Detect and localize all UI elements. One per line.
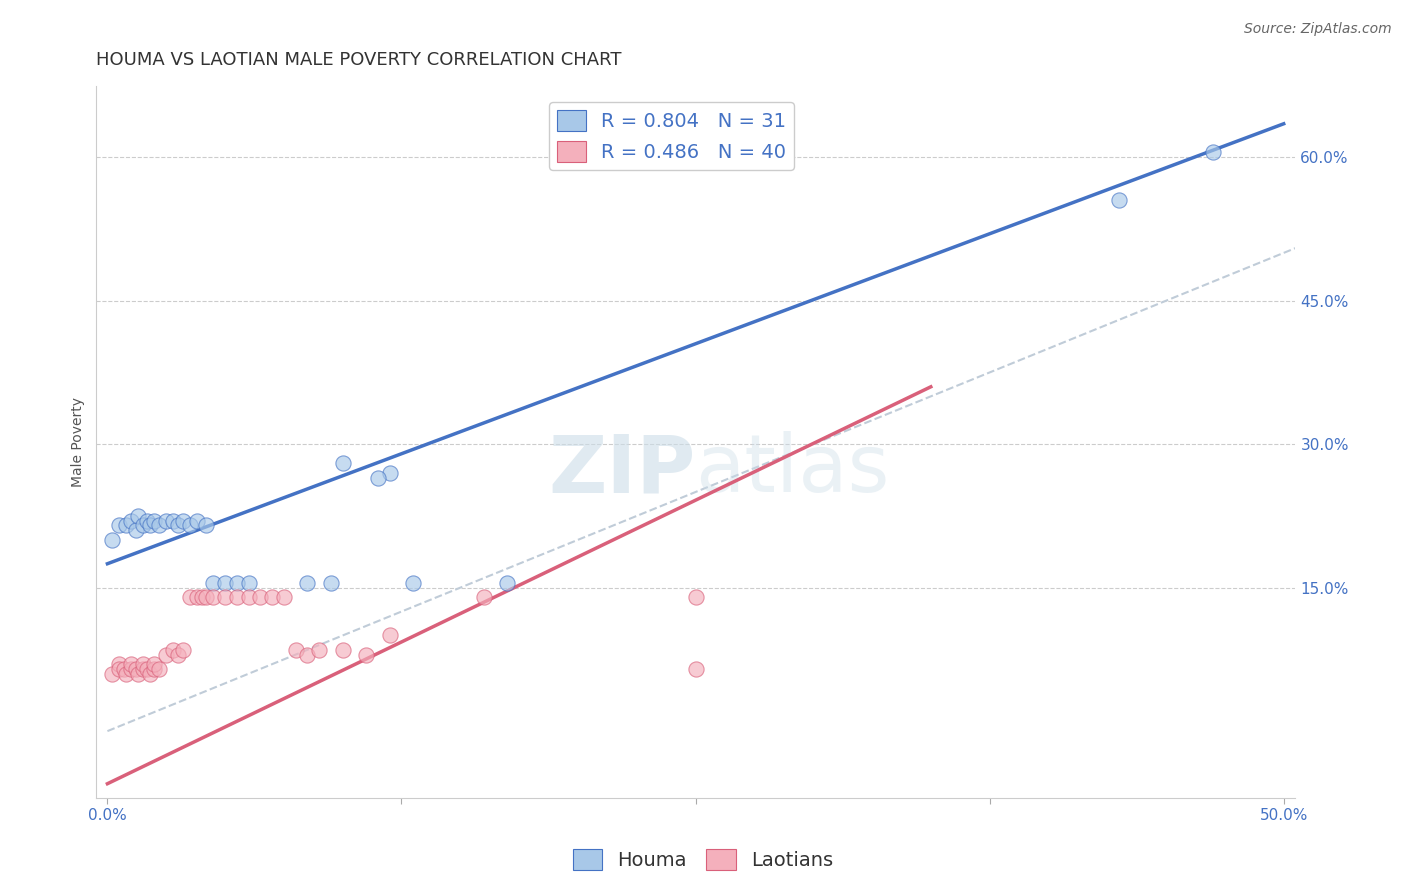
Point — [225, 575, 247, 590]
Point — [136, 662, 159, 676]
Point — [143, 514, 166, 528]
Point — [127, 508, 149, 523]
Point — [155, 514, 177, 528]
Point — [162, 514, 184, 528]
Point — [1202, 145, 1225, 160]
Text: ZIP: ZIP — [548, 432, 696, 509]
Point — [155, 648, 177, 662]
Point — [685, 591, 707, 605]
Point — [186, 514, 208, 528]
Point — [202, 575, 225, 590]
Point — [139, 666, 162, 681]
Point — [202, 591, 225, 605]
Point — [273, 591, 295, 605]
Point — [496, 575, 519, 590]
Point — [120, 514, 142, 528]
Point — [179, 518, 201, 533]
Point — [179, 591, 201, 605]
Point — [214, 575, 236, 590]
Point — [101, 533, 124, 547]
Point — [108, 657, 131, 672]
Point — [172, 642, 194, 657]
Point — [214, 591, 236, 605]
Point — [124, 662, 146, 676]
Point — [378, 466, 401, 480]
Point — [115, 666, 138, 681]
Point — [112, 662, 135, 676]
Point — [162, 642, 184, 657]
Point — [167, 648, 190, 662]
Point — [143, 662, 166, 676]
Point — [297, 648, 319, 662]
Y-axis label: Male Poverty: Male Poverty — [72, 397, 86, 487]
Legend: Houma, Laotians: Houma, Laotians — [565, 841, 841, 878]
Point — [131, 518, 153, 533]
Point — [195, 518, 218, 533]
Point — [108, 518, 131, 533]
Point — [354, 648, 377, 662]
Point — [101, 666, 124, 681]
Point — [402, 575, 425, 590]
Text: Source: ZipAtlas.com: Source: ZipAtlas.com — [1244, 22, 1392, 37]
Point — [108, 662, 131, 676]
Point — [131, 657, 153, 672]
Point — [167, 518, 190, 533]
Point — [378, 628, 401, 642]
Point — [127, 666, 149, 681]
Point — [139, 518, 162, 533]
Point — [238, 591, 260, 605]
Point — [225, 591, 247, 605]
Point — [472, 591, 495, 605]
Point — [332, 642, 354, 657]
Point — [685, 662, 707, 676]
Point — [1108, 194, 1130, 208]
Point — [332, 456, 354, 470]
Point — [143, 657, 166, 672]
Legend: R = 0.804   N = 31, R = 0.486   N = 40: R = 0.804 N = 31, R = 0.486 N = 40 — [548, 103, 794, 170]
Point — [172, 514, 194, 528]
Point — [120, 662, 142, 676]
Point — [115, 518, 138, 533]
Point — [262, 591, 284, 605]
Point — [319, 575, 342, 590]
Point — [238, 575, 260, 590]
Point — [148, 662, 170, 676]
Point — [148, 518, 170, 533]
Point — [284, 642, 307, 657]
Point — [249, 591, 271, 605]
Point — [367, 470, 389, 484]
Point — [190, 591, 212, 605]
Point — [120, 657, 142, 672]
Point — [186, 591, 208, 605]
Point — [297, 575, 319, 590]
Point — [136, 514, 159, 528]
Text: HOUMA VS LAOTIAN MALE POVERTY CORRELATION CHART: HOUMA VS LAOTIAN MALE POVERTY CORRELATIO… — [96, 51, 621, 69]
Point — [195, 591, 218, 605]
Text: atlas: atlas — [696, 432, 890, 509]
Point — [308, 642, 330, 657]
Point — [124, 523, 146, 537]
Point — [131, 662, 153, 676]
